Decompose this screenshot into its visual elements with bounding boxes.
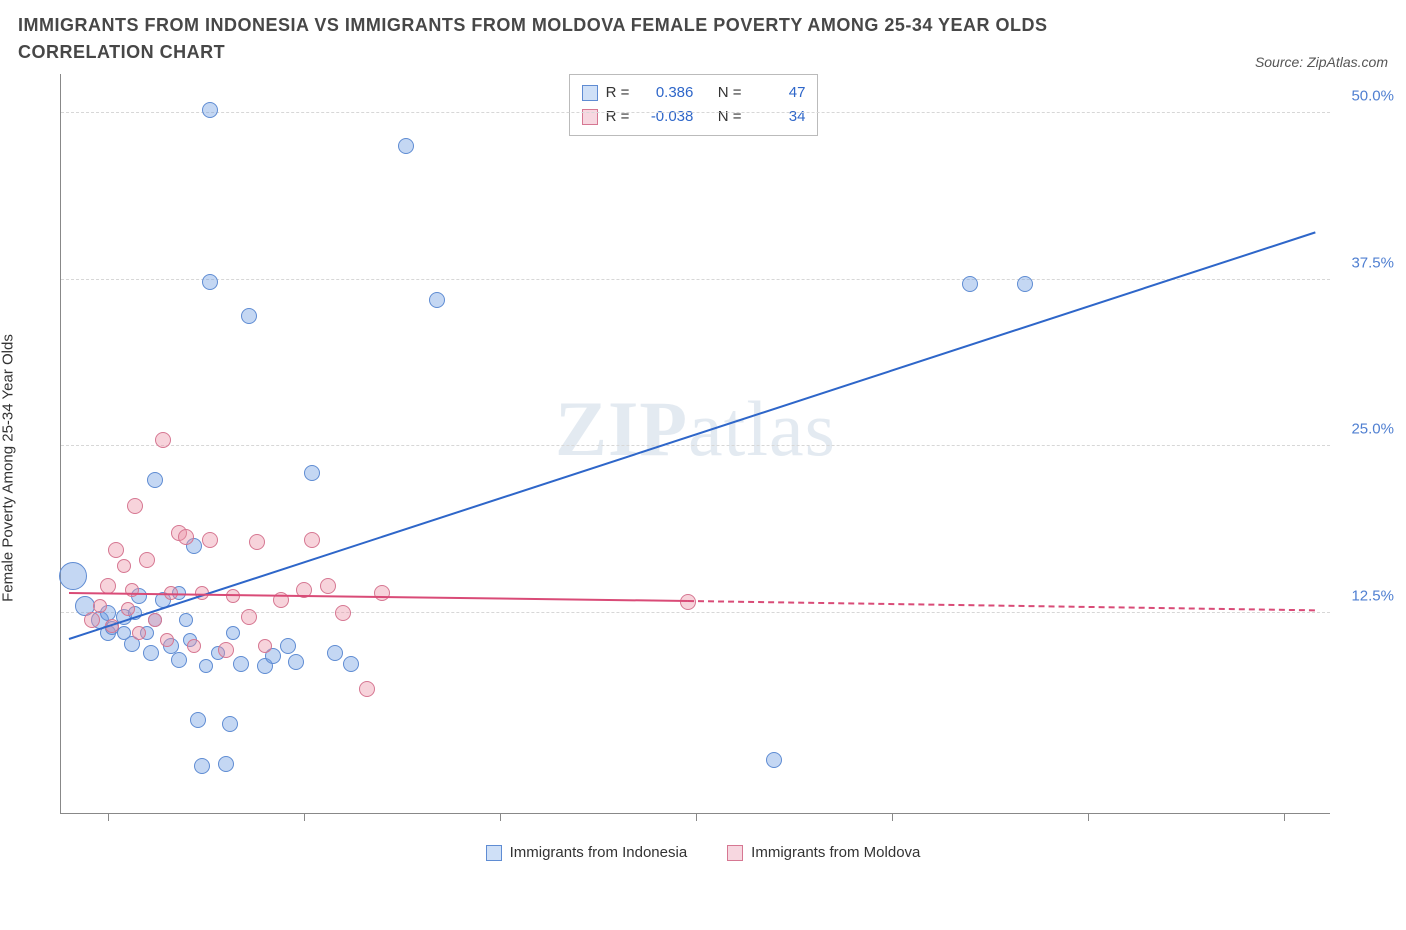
stats-legend-box: R = 0.386 N = 47 R = -0.038 N = 34 bbox=[569, 74, 819, 136]
chart-title: IMMIGRANTS FROM INDONESIA VS IMMIGRANTS … bbox=[18, 12, 1118, 66]
x-tick bbox=[1088, 813, 1089, 821]
data-point bbox=[187, 639, 201, 653]
data-point bbox=[125, 583, 139, 597]
stat-r-label: R = bbox=[606, 81, 630, 105]
stat-r-value: 0.386 bbox=[637, 81, 693, 105]
data-point bbox=[258, 639, 272, 653]
data-point bbox=[962, 276, 978, 292]
stat-r-label: R = bbox=[606, 105, 630, 129]
data-point bbox=[241, 308, 257, 324]
gridline-h bbox=[61, 445, 1330, 446]
trend-line bbox=[688, 600, 1315, 611]
data-point bbox=[179, 613, 193, 627]
data-point bbox=[680, 594, 696, 610]
stats-row: R = -0.038 N = 34 bbox=[582, 105, 806, 129]
data-point bbox=[147, 472, 163, 488]
x-tick bbox=[696, 813, 697, 821]
data-point bbox=[59, 562, 87, 590]
data-point bbox=[320, 578, 336, 594]
x-tick bbox=[500, 813, 501, 821]
series-legend: Immigrants from Indonesia Immigrants from… bbox=[18, 844, 1388, 861]
data-point bbox=[327, 645, 343, 661]
series-swatch bbox=[582, 85, 598, 101]
chart-container: Female Poverty Among 25-34 Year Olds ZIP… bbox=[18, 74, 1388, 861]
stats-row: R = 0.386 N = 47 bbox=[582, 81, 806, 105]
data-point bbox=[280, 638, 296, 654]
data-point bbox=[226, 626, 240, 640]
x-tick bbox=[108, 813, 109, 821]
data-point bbox=[93, 599, 107, 613]
data-point bbox=[429, 292, 445, 308]
data-point bbox=[304, 465, 320, 481]
data-point bbox=[108, 542, 124, 558]
data-point bbox=[222, 716, 238, 732]
stat-n-label: N = bbox=[718, 81, 742, 105]
legend-item: Immigrants from Indonesia bbox=[486, 844, 688, 861]
data-point bbox=[117, 559, 131, 573]
data-point bbox=[178, 529, 194, 545]
data-point bbox=[241, 609, 257, 625]
legend-item: Immigrants from Moldova bbox=[727, 844, 920, 861]
chart-header: IMMIGRANTS FROM INDONESIA VS IMMIGRANTS … bbox=[18, 12, 1388, 70]
data-point bbox=[148, 613, 162, 627]
data-point bbox=[190, 712, 206, 728]
series-swatch bbox=[727, 845, 743, 861]
data-point bbox=[194, 758, 210, 774]
stat-n-value: 34 bbox=[749, 105, 805, 129]
data-point bbox=[288, 654, 304, 670]
stat-r-value: -0.038 bbox=[637, 105, 693, 129]
data-point bbox=[304, 532, 320, 548]
data-point bbox=[84, 612, 100, 628]
legend-label: Immigrants from Moldova bbox=[751, 844, 920, 861]
legend-label: Immigrants from Indonesia bbox=[510, 844, 688, 861]
data-point bbox=[155, 432, 171, 448]
stat-n-label: N = bbox=[718, 105, 742, 129]
watermark: ZIPatlas bbox=[555, 384, 836, 474]
y-tick-label: 12.5% bbox=[1334, 588, 1394, 605]
data-point bbox=[199, 659, 213, 673]
gridline-h bbox=[61, 279, 1330, 280]
data-point bbox=[249, 534, 265, 550]
scatter-plot: ZIPatlas R =0.386 N =47R =-0.038 N =34 1… bbox=[60, 74, 1330, 814]
data-point bbox=[1017, 276, 1033, 292]
data-point bbox=[202, 102, 218, 118]
y-tick-label: 50.0% bbox=[1334, 88, 1394, 105]
data-point bbox=[143, 645, 159, 661]
data-point bbox=[218, 642, 234, 658]
data-point bbox=[202, 274, 218, 290]
y-tick-label: 37.5% bbox=[1334, 254, 1394, 271]
x-tick bbox=[892, 813, 893, 821]
x-tick bbox=[304, 813, 305, 821]
data-point bbox=[343, 656, 359, 672]
data-point bbox=[766, 752, 782, 768]
data-point bbox=[171, 652, 187, 668]
source-label: Source: ZipAtlas.com bbox=[1255, 54, 1388, 70]
y-axis-label: Female Poverty Among 25-34 Year Olds bbox=[0, 334, 17, 602]
data-point bbox=[218, 756, 234, 772]
data-point bbox=[398, 138, 414, 154]
y-tick-label: 25.0% bbox=[1334, 421, 1394, 438]
data-point bbox=[374, 585, 390, 601]
data-point bbox=[359, 681, 375, 697]
data-point bbox=[132, 626, 146, 640]
data-point bbox=[160, 633, 174, 647]
trend-line bbox=[69, 231, 1316, 640]
data-point bbox=[139, 552, 155, 568]
data-point bbox=[233, 656, 249, 672]
stat-n-value: 47 bbox=[749, 81, 805, 105]
x-tick bbox=[1284, 813, 1285, 821]
data-point bbox=[121, 602, 135, 616]
data-point bbox=[202, 532, 218, 548]
data-point bbox=[335, 605, 351, 621]
data-point bbox=[127, 498, 143, 514]
series-swatch bbox=[486, 845, 502, 861]
gridline-h bbox=[61, 112, 1330, 113]
